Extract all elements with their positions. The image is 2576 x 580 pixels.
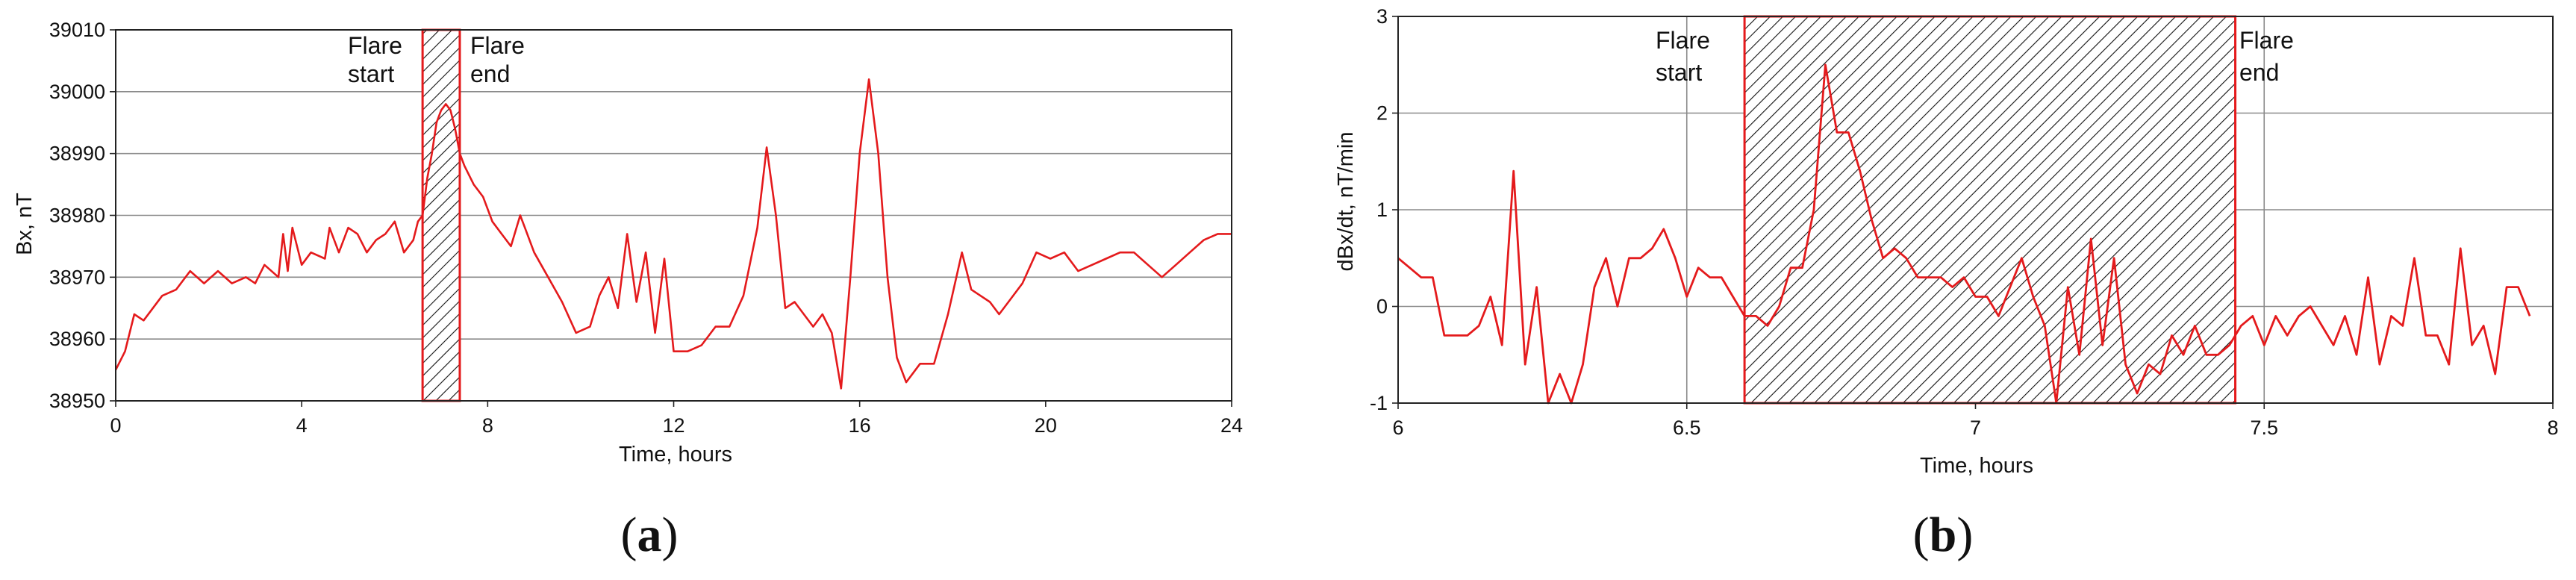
panel-a-label: (a) [621, 508, 679, 562]
b-x-tick-label: 7.5 [2250, 417, 2278, 439]
b-x-tick-label: 8 [2547, 417, 2558, 439]
a-y-tick-label: 38950 [49, 390, 105, 412]
a-y-tick-label: 38970 [49, 266, 105, 288]
chart-b-y-axis-label: dBx/dt, nT/min [1334, 132, 1358, 272]
chart-a-x-ticks: 0 4 8 12 16 20 24 [110, 401, 1243, 437]
b-x-tick-label: 6 [1392, 417, 1403, 439]
chart-a-y-axis-label: Bx, nT [13, 193, 37, 255]
a-x-tick-label: 4 [296, 414, 308, 437]
b-x-tick-label: 7 [1970, 417, 1981, 439]
chart-b-y-ticks: -1 0 1 2 3 [1370, 5, 1398, 414]
b-x-tick-label: 6.5 [1673, 417, 1701, 439]
b-y-tick-label: 3 [1376, 5, 1388, 28]
chart-a-flare-region [422, 30, 460, 401]
chart-a-x-axis-label: Time, hours [619, 443, 732, 467]
a-x-tick-label: 12 [662, 414, 684, 437]
chart-a-annotation-flare-start: start [348, 60, 394, 87]
panel-b-label: (b) [1913, 508, 1974, 562]
a-x-tick-label: 0 [110, 414, 121, 437]
chart-b-x-axis-label: Time, hours [1920, 454, 2033, 478]
chart-a-annotation-flare-end: Flare [470, 32, 525, 59]
chart-a-annotation-flare-end: end [470, 60, 510, 87]
b-y-tick-label: 1 [1376, 199, 1388, 221]
b-y-tick-label: 2 [1376, 102, 1388, 125]
a-y-tick-label: 38990 [49, 143, 105, 165]
chart-b-annotation-flare-start: start [1656, 59, 1702, 86]
a-flare-shaded-region [422, 30, 460, 401]
chart-a-y-ticks: 38950 38960 38970 38980 38990 39000 39010 [49, 19, 116, 412]
chart-b-x-ticks: 6 6.5 7 7.5 8 [1392, 403, 2558, 439]
chart-b: -1 0 1 2 3 6 6.5 7 7.5 8 Time, hours dBx/dt, nT/… [1334, 5, 2559, 478]
chart-b-annotation-flare-start: Flare [1656, 27, 1710, 54]
a-y-tick-label: 39010 [49, 19, 105, 41]
chart-b-annotation-flare-end: end [2239, 59, 2279, 86]
chart-b-flare-region [1744, 16, 2235, 403]
b-flare-shaded-region [1744, 16, 2235, 403]
chart-b-annotation-flare-end: Flare [2239, 27, 2294, 54]
a-y-tick-label: 38980 [49, 205, 105, 227]
chart-a-annotation-flare-start: Flare [348, 32, 402, 59]
chart-a: 38950 38960 38970 38980 38990 39000 39010 0 4 8 1… [13, 19, 1243, 467]
b-y-tick-label: 0 [1376, 296, 1388, 318]
a-x-tick-label: 20 [1035, 414, 1057, 437]
a-x-tick-label: 8 [482, 414, 493, 437]
a-y-tick-label: 39000 [49, 81, 105, 103]
a-y-tick-label: 38960 [49, 328, 105, 350]
a-x-tick-label: 16 [849, 414, 871, 437]
chart-a-series [116, 79, 1232, 388]
b-y-tick-label: -1 [1370, 392, 1388, 414]
a-x-tick-label: 24 [1220, 414, 1243, 437]
